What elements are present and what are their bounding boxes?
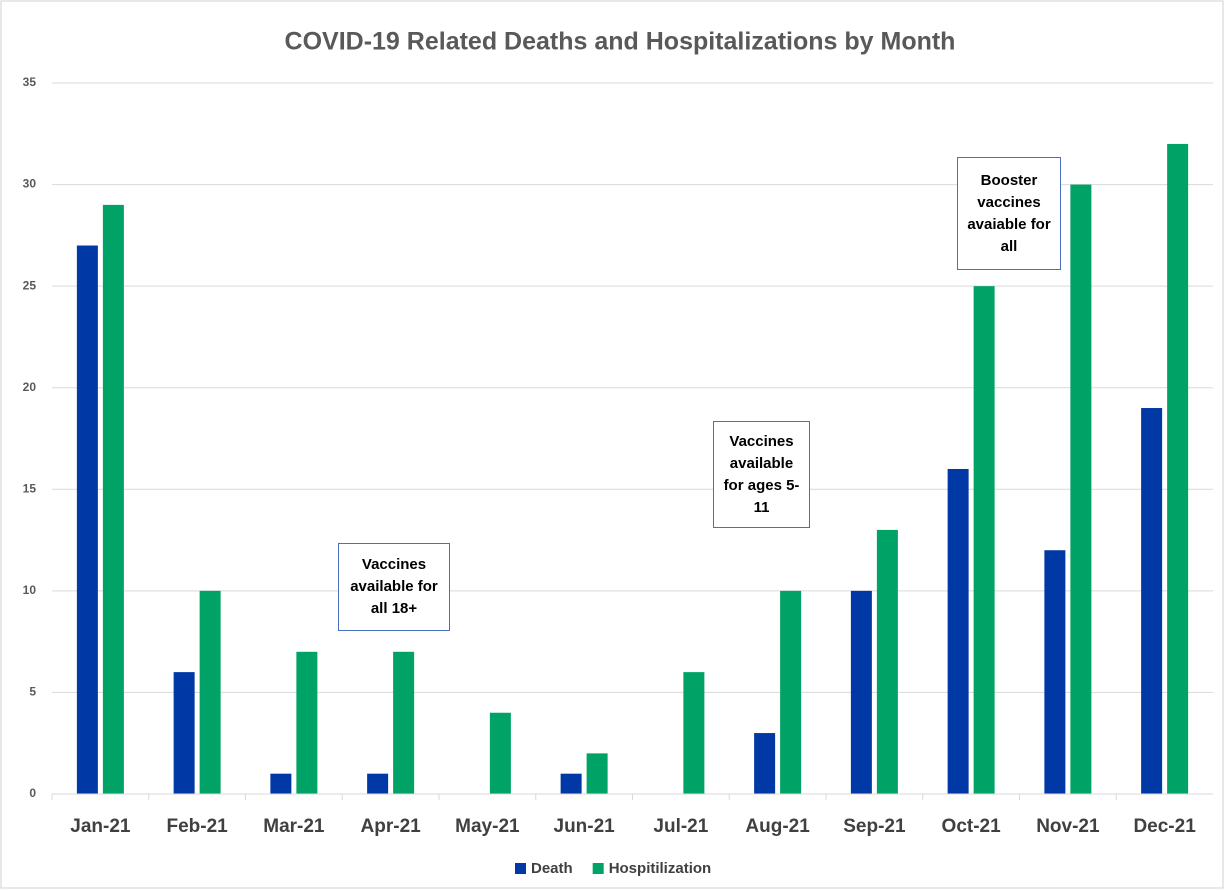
x-tick-label: May-21 [455,816,520,837]
bar [173,672,195,794]
annotation: Booster vaccines avaiable for all [957,157,1061,270]
bar [973,286,995,794]
bar [489,712,511,794]
x-tick-label: Jun-21 [554,816,616,837]
x-tick-label: Oct-21 [942,816,1002,837]
x-tick-label: Aug-21 [745,816,810,837]
x-tick-label: Nov-21 [1036,816,1100,837]
y-tick-label: 20 [23,380,37,394]
bar [560,773,582,794]
bar [367,773,389,794]
bar [780,590,802,794]
bar [850,590,872,794]
bar [1070,184,1092,795]
x-tick-label: Jan-21 [70,816,131,837]
bar [1044,550,1066,794]
annotation: Vaccines available for all 18+ [338,543,450,631]
bar [683,672,705,794]
bar [76,245,98,794]
bar [586,753,608,794]
legend-label: Death [531,860,573,877]
annotation: Vaccines available for ages 5-11 [713,421,810,528]
x-tick-label: Jul-21 [653,816,708,837]
bar [754,733,776,794]
bar [1141,408,1163,794]
y-tick-label: 35 [23,75,37,89]
y-tick-label: 30 [23,177,37,191]
x-tick-label: Sep-21 [843,816,906,837]
bar [947,468,969,794]
legend-swatch [515,863,526,874]
x-tick-label: Feb-21 [167,816,229,837]
bar [1167,143,1189,794]
bar [876,529,898,794]
x-tick-label: Dec-21 [1133,816,1196,837]
y-tick-label: 0 [29,786,36,800]
legend-label: Hospitilization [609,860,712,877]
chart-title: COVID-19 Related Deaths and Hospitalizat… [285,28,956,56]
y-tick-label: 5 [29,685,36,699]
x-tick-label: Mar-21 [263,816,325,837]
bar [270,773,292,794]
x-tick-label: Apr-21 [361,816,422,837]
legend-swatch [592,863,604,874]
bar [102,204,124,794]
y-tick-label: 10 [23,583,37,597]
bar [296,651,318,794]
y-tick-label: 25 [23,278,37,292]
y-tick-label: 15 [23,481,37,495]
bar [393,651,415,794]
bar [199,590,221,794]
